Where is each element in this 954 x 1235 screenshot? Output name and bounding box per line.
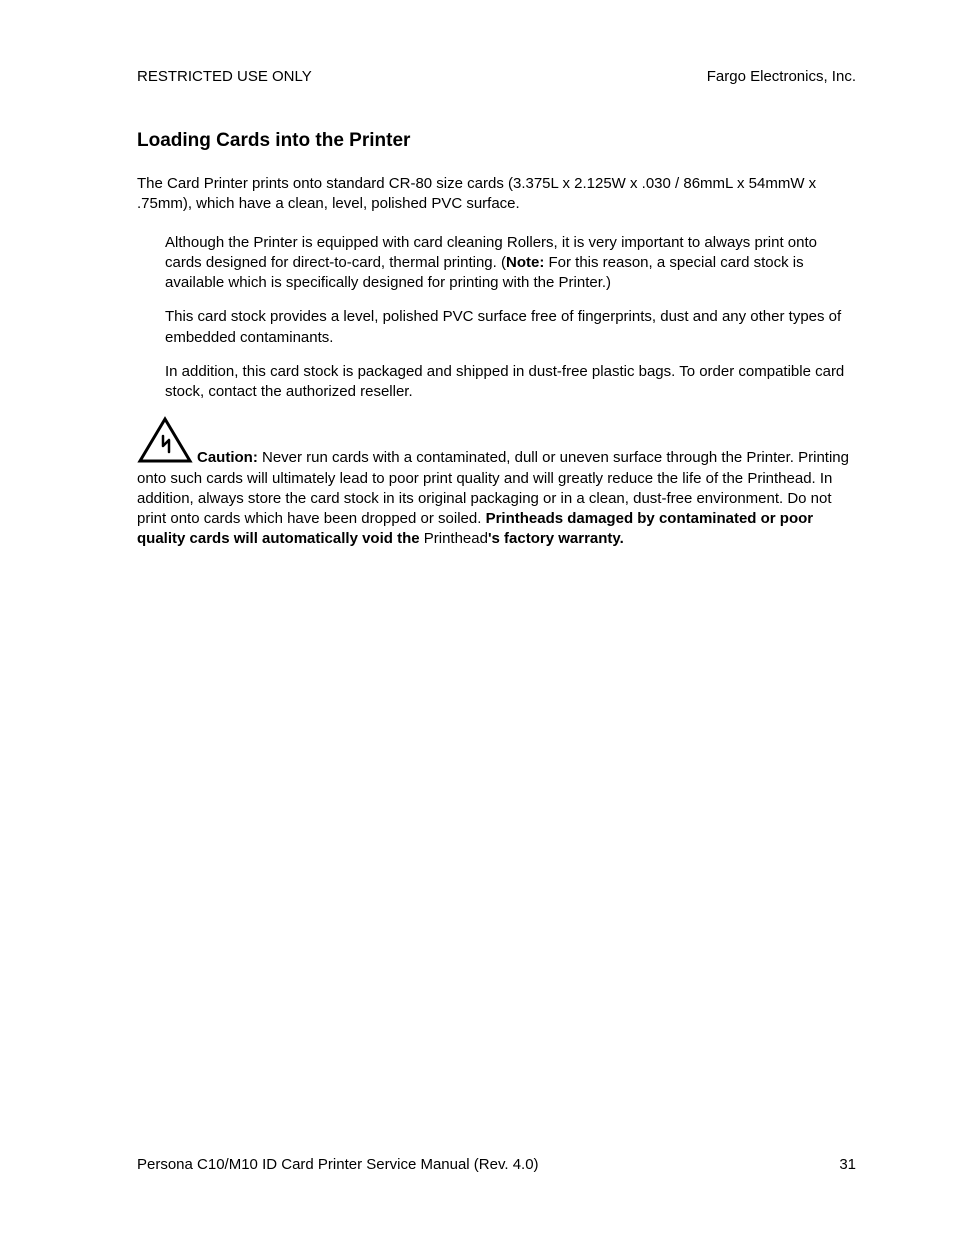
footer-left: Persona C10/M10 ID Card Printer Service … (137, 1156, 539, 1173)
body-paragraph-1: Although the Printer is equipped with ca… (165, 233, 856, 294)
page-number: 31 (839, 1156, 856, 1173)
page-header: RESTRICTED USE ONLY Fargo Electronics, I… (137, 68, 856, 85)
intro-paragraph: The Card Printer prints onto standard CR… (137, 174, 856, 215)
body-paragraph-2: This card stock provides a level, polish… (165, 307, 856, 348)
header-left: RESTRICTED USE ONLY (137, 68, 312, 85)
caution-text2: Printhead (424, 530, 488, 547)
section-title: Loading Cards into the Printer (137, 130, 856, 152)
caution-bold2: 's factory warranty. (488, 530, 624, 547)
caution-icon (137, 416, 193, 470)
note-label: Note: (506, 254, 544, 271)
caution-label: Caution: (197, 449, 258, 466)
page-footer: Persona C10/M10 ID Card Printer Service … (137, 1156, 856, 1173)
header-right: Fargo Electronics, Inc. (707, 68, 856, 85)
body-paragraph-3: In addition, this card stock is packaged… (165, 362, 856, 403)
caution-paragraph: Caution: Never run cards with a contamin… (137, 416, 856, 549)
